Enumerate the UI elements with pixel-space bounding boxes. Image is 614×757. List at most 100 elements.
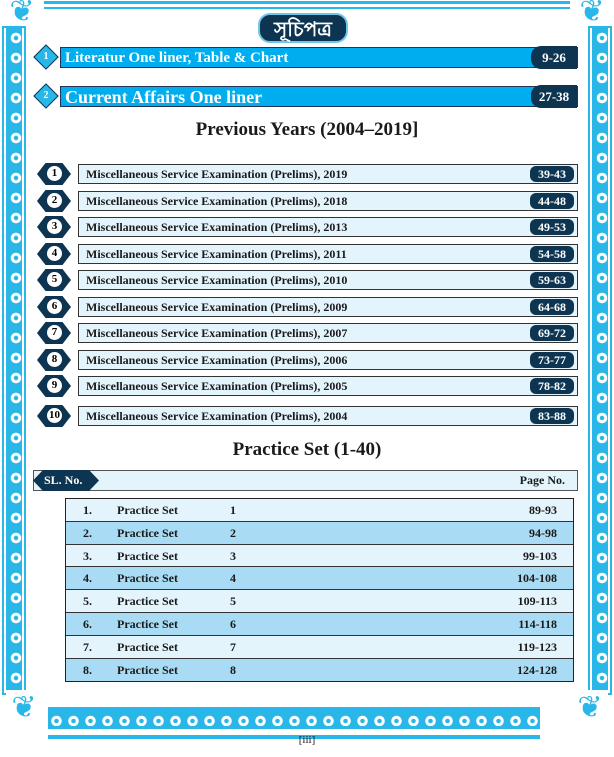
border-right (588, 26, 612, 695)
table-row[interactable]: 6. Practice Set 6 114-118 (66, 612, 573, 636)
row-name: Practice Set (117, 525, 178, 540)
exam-row[interactable]: Miscellaneous Service Examination (Preli… (78, 297, 578, 317)
corner-ornament-icon: ❦ (572, 690, 608, 738)
exam-number: 10 (47, 408, 62, 423)
row-set: 2 (230, 525, 236, 540)
page-no-header: Page No. (519, 473, 565, 487)
exam-row[interactable]: Miscellaneous Service Examination (Preli… (78, 244, 578, 264)
table-row[interactable]: 3. Practice Set 3 99-103 (66, 544, 573, 568)
table-row[interactable]: 7. Practice Set 7 119-123 (66, 635, 573, 659)
exam-label: Miscellaneous Service Examination (Preli… (86, 379, 348, 393)
row-set: 4 (230, 571, 236, 586)
section-number-badge: 1 (33, 44, 59, 70)
exam-row[interactable]: Miscellaneous Service Examination (Preli… (78, 191, 578, 211)
exam-number: 2 (47, 193, 62, 208)
table-row[interactable]: 8. Practice Set 8 124-128 (66, 658, 573, 682)
exam-row[interactable]: Miscellaneous Service Examination (Preli… (78, 406, 578, 426)
section-pages: 27-38 (531, 85, 577, 108)
row-pages: 124-128 (517, 662, 557, 677)
row-set: 8 (230, 662, 236, 677)
table-row[interactable]: 5. Practice Set 5 109-113 (66, 590, 573, 613)
section-row[interactable]: Literatur One liner, Table & Chart 9-26 (60, 46, 578, 69)
table-row[interactable]: 2. Practice Set 2 94-98 (66, 521, 573, 545)
exam-label: Miscellaneous Service Examination (Preli… (86, 194, 348, 208)
row-pages: 114-118 (518, 616, 557, 631)
row-set: 1 (230, 503, 236, 517)
exam-pages: 39-43 (530, 166, 574, 182)
row-name: Practice Set (117, 503, 178, 517)
exam-number-badge: 6 (37, 296, 71, 318)
exam-label: Miscellaneous Service Examination (Preli… (86, 326, 348, 340)
exam-number-badge: 5 (37, 269, 71, 291)
border-bottom-line (48, 735, 540, 739)
row-name: Practice Set (117, 616, 178, 631)
row-pages: 104-108 (517, 571, 557, 586)
row-sl: 7. (83, 639, 92, 654)
exam-row[interactable]: Miscellaneous Service Examination (Preli… (78, 164, 578, 184)
exam-number: 3 (47, 219, 62, 234)
exam-number-badge: 7 (37, 322, 71, 344)
exam-number-badge: 10 (37, 405, 71, 427)
row-pages: 119-123 (517, 639, 557, 654)
exam-pages: 69-72 (530, 325, 574, 341)
section-row[interactable]: Current Affairs One liner 27-38 (60, 85, 578, 108)
row-sl: 5. (83, 594, 92, 609)
exam-number: 8 (47, 352, 62, 367)
section-label: Literatur One liner, Table & Chart (65, 50, 289, 66)
row-name: Practice Set (117, 548, 178, 563)
exam-row[interactable]: Miscellaneous Service Examination (Preli… (78, 350, 578, 370)
row-sl: 6. (83, 616, 92, 631)
exam-row[interactable]: Miscellaneous Service Examination (Preli… (78, 376, 578, 396)
row-name: Practice Set (117, 571, 178, 586)
row-pages: 89-93 (529, 503, 557, 517)
corner-ornament-icon: ❦ (6, 690, 42, 738)
exam-row[interactable]: Miscellaneous Service Examination (Preli… (78, 217, 578, 237)
previous-years-heading: Previous Years (2004–2019] (195, 119, 419, 140)
exam-label: Miscellaneous Service Examination (Preli… (86, 167, 348, 181)
practice-table: 1. Practice Set 1 89-93 2. Practice Set 2 94-98… (65, 498, 574, 683)
exam-number-badge: 3 (37, 216, 71, 238)
exam-row[interactable]: Miscellaneous Service Examination (Preli… (78, 270, 578, 290)
section-pages: 9-26 (531, 46, 577, 69)
section-label: Current Affairs One liner (65, 87, 263, 107)
exam-label: Miscellaneous Service Examination (Preli… (86, 247, 347, 261)
row-name: Practice Set (117, 662, 178, 677)
exam-number: 4 (47, 246, 62, 261)
corner-ornament-icon: ❦ (9, 0, 35, 28)
row-set: 6 (230, 616, 236, 631)
section-number: 1 (43, 51, 49, 62)
exam-pages: 83-88 (530, 408, 574, 424)
exam-row[interactable]: Miscellaneous Service Examination (Preli… (78, 323, 578, 343)
border-left (2, 26, 26, 695)
row-name: Practice Set (117, 639, 178, 654)
row-set: 5 (230, 594, 236, 609)
practice-set-heading: Practice Set (1-40) (232, 439, 382, 460)
row-sl: 8. (83, 662, 92, 677)
border-top-line (44, 1, 570, 4)
table-header: SL. No. Page No. (33, 470, 578, 491)
exam-number: 6 (47, 299, 62, 314)
row-sl: 3. (83, 548, 92, 563)
exam-label: Miscellaneous Service Examination (Preli… (86, 220, 348, 234)
row-sl: 2. (83, 525, 92, 540)
exam-number: 7 (47, 325, 62, 340)
row-pages: 94-98 (529, 525, 557, 540)
exam-pages: 49-53 (530, 219, 574, 235)
exam-number-badge: 9 (37, 375, 71, 397)
row-pages: 99-103 (523, 548, 557, 563)
exam-pages: 64-68 (530, 299, 574, 315)
row-set: 3 (230, 548, 236, 563)
border-bottom-band (48, 707, 540, 729)
exam-number: 1 (47, 166, 62, 181)
exam-number-badge: 8 (37, 349, 71, 371)
table-row[interactable]: 1. Practice Set 1 89-93 (66, 499, 573, 522)
row-name: Practice Set (117, 594, 178, 609)
table-row[interactable]: 4. Practice Set 4 104-108 (66, 567, 573, 591)
exam-number-badge: 1 (37, 163, 71, 185)
row-sl: 1. (83, 503, 92, 517)
exam-pages: 59-63 (530, 272, 574, 288)
sl-no-header: SL. No. (33, 470, 99, 491)
section-number: 2 (43, 90, 49, 101)
exam-number-badge: 4 (37, 243, 71, 265)
border-top-line (44, 7, 570, 9)
